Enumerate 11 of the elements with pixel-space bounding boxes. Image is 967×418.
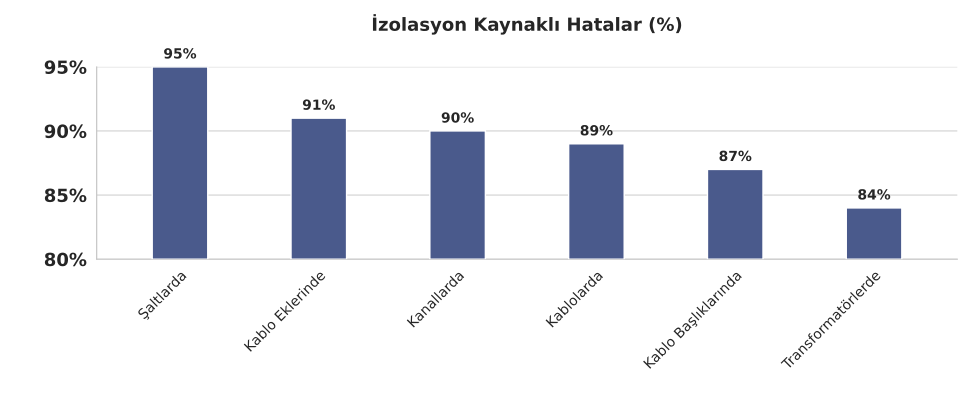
data-label: 95% (164, 48, 196, 59)
data-label: 91% (302, 99, 335, 110)
y-tick-label: 85% (44, 188, 86, 202)
chart-title: İzolasyon Kaynaklı Hatalar (%) (372, 14, 682, 35)
y-tick-label: 95% (44, 60, 86, 74)
data-label: 89% (580, 125, 613, 136)
data-label: 87% (719, 150, 752, 162)
data-label: 84% (858, 189, 890, 200)
y-tick-label: 90% (44, 124, 86, 138)
data-label: 90% (442, 112, 474, 123)
y-tick-label: 80% (44, 252, 86, 266)
